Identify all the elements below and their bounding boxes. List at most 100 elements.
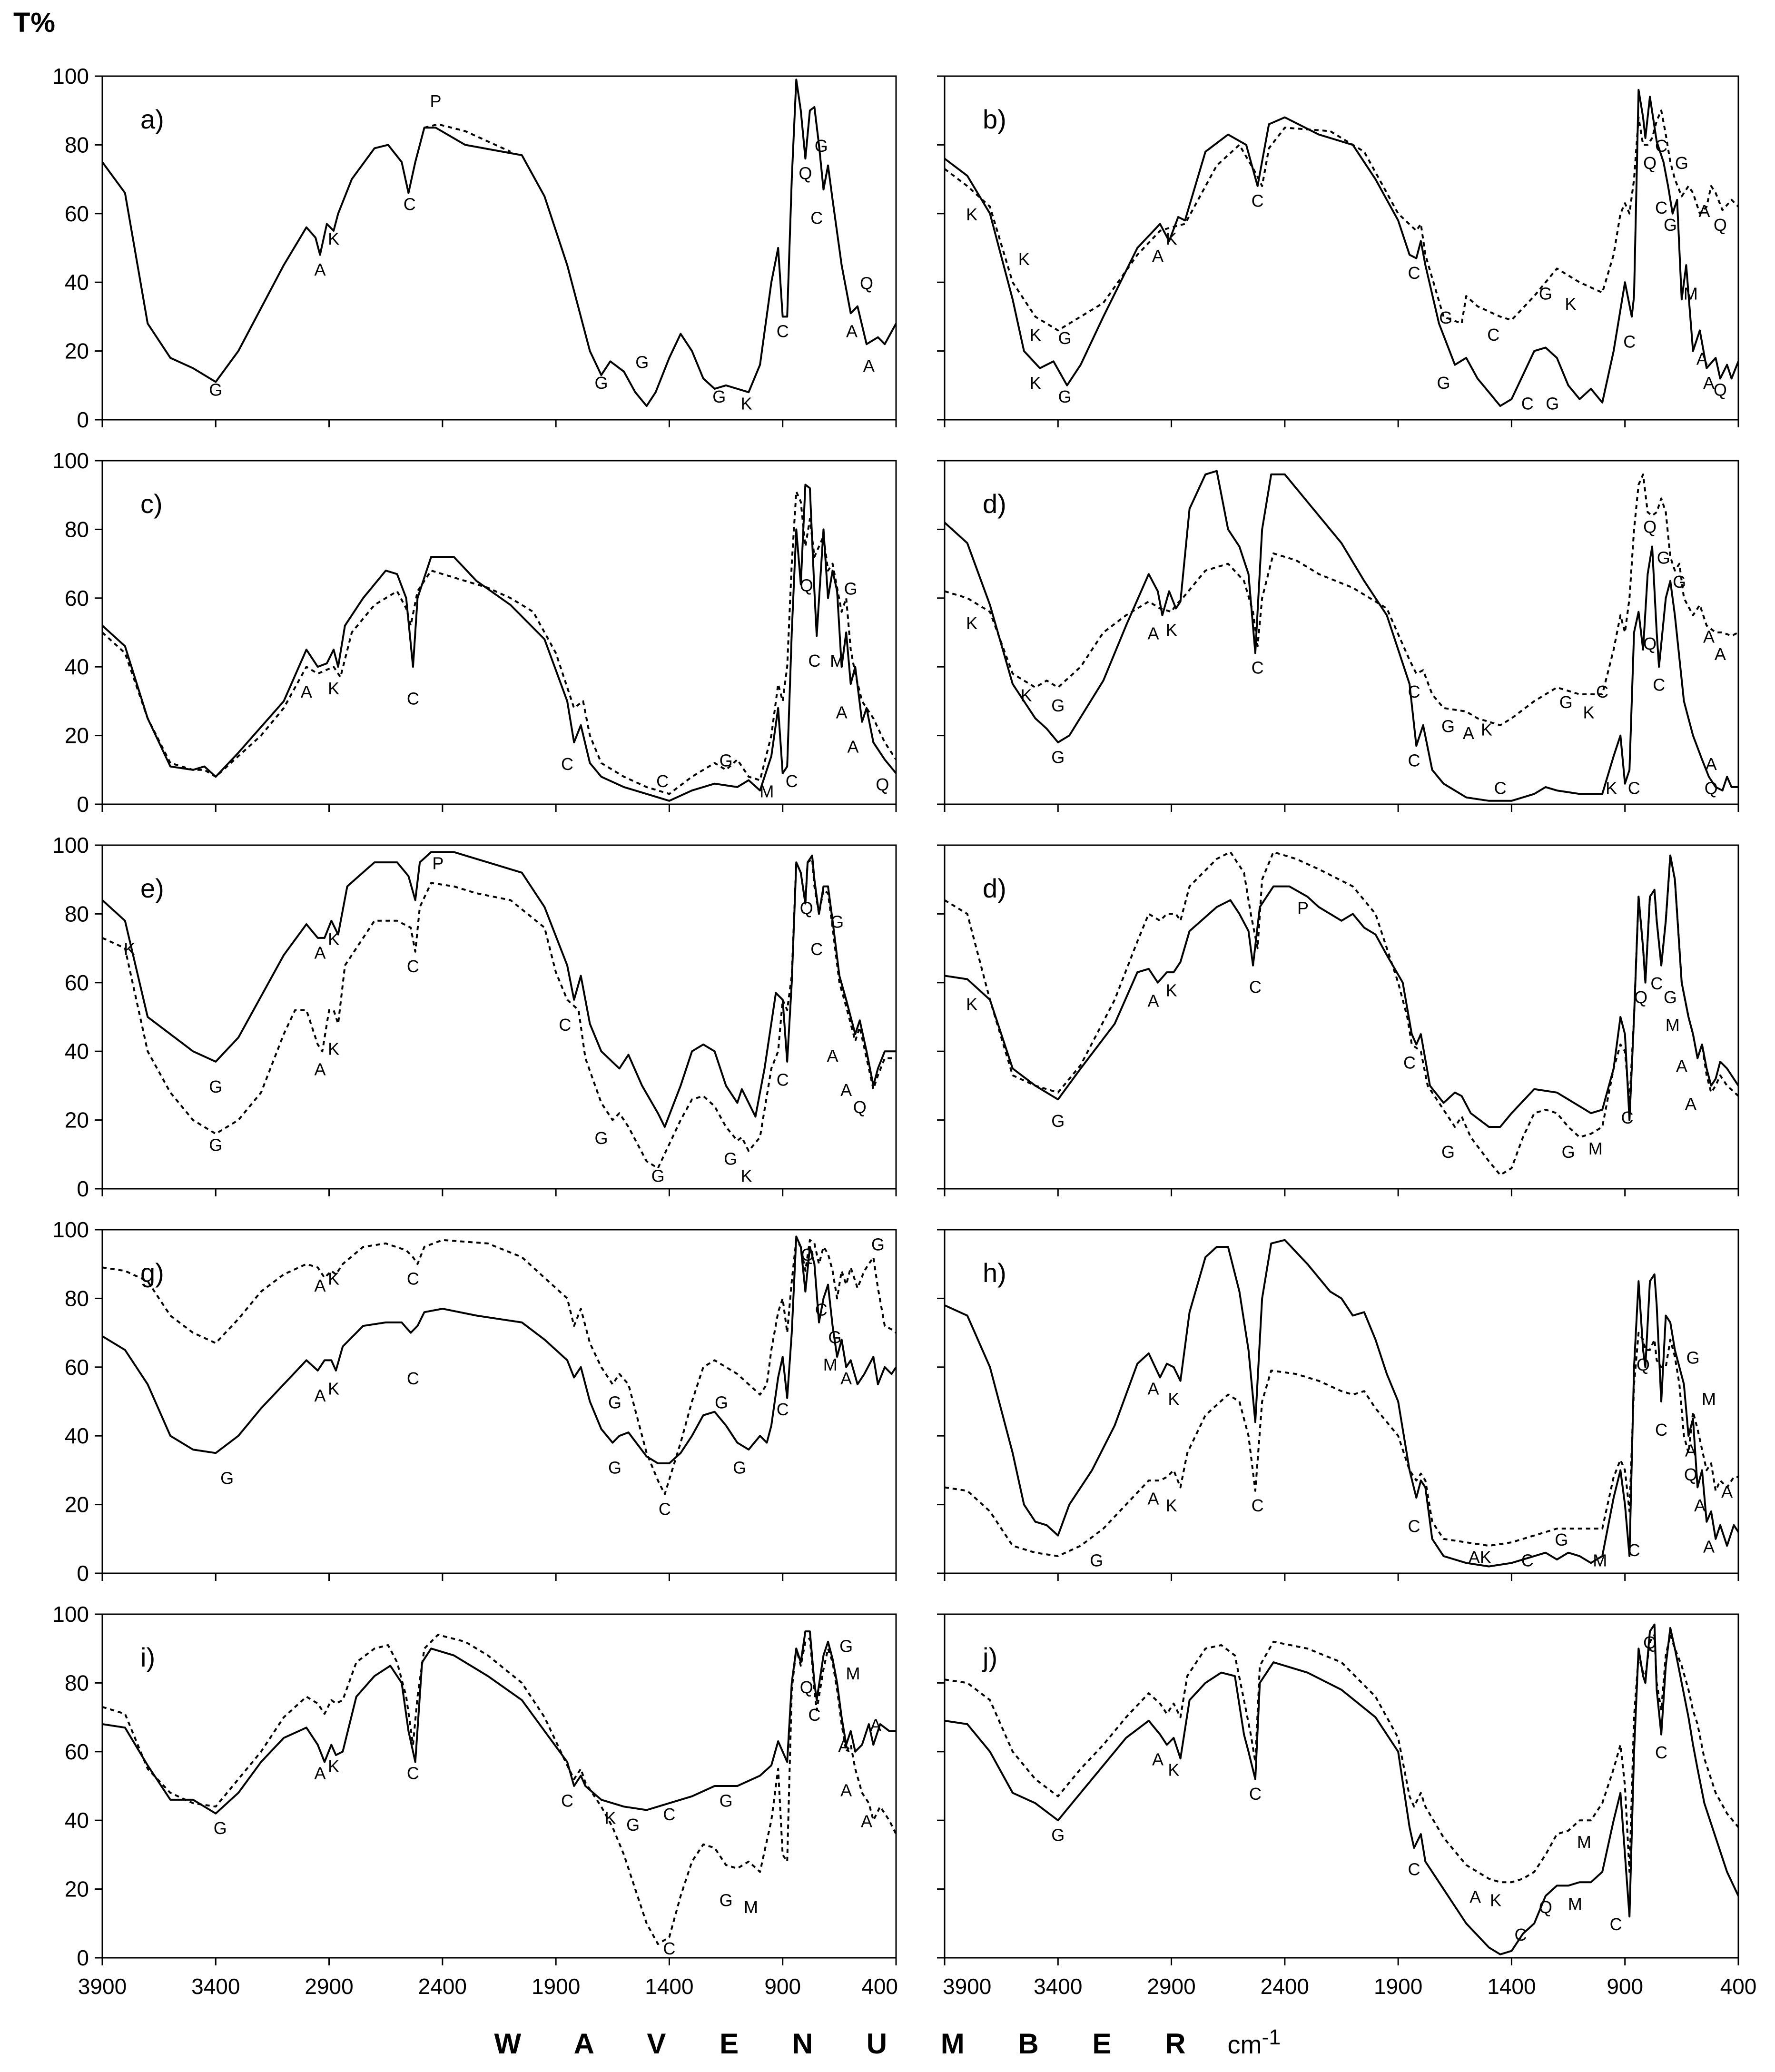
band-annotation: G: [220, 1468, 234, 1488]
band-annotation: C: [561, 1791, 573, 1810]
spectrum-panel: 0 20 40 60 80 100 3900 3400 2900 2400 1900 1400 900 4…: [52, 1602, 898, 1999]
band-annotation: G: [1051, 1111, 1065, 1131]
y-tick-label: 80: [65, 1670, 89, 1695]
panel-frame: [101, 1229, 897, 1574]
band-annotation: K: [1490, 1891, 1501, 1910]
y-tick-label: 0: [77, 1176, 89, 1201]
band-annotation: G: [635, 353, 649, 372]
x-tick-label: 900: [1607, 1974, 1643, 1999]
band-annotation: G: [828, 1327, 841, 1347]
spectrum-dashed: [945, 1332, 1738, 1557]
y-tick-label: 60: [65, 586, 89, 611]
y-axis-unit-label: T%: [13, 7, 56, 38]
band-annotation: C: [1628, 778, 1640, 798]
band-annotation: C: [1408, 682, 1420, 701]
panel-label: d): [983, 489, 1006, 519]
spectrum-dashed: [102, 1634, 896, 1945]
band-annotation: K: [1166, 620, 1177, 640]
panel-frame: [101, 1613, 897, 1959]
band-annotation: G: [1559, 692, 1573, 712]
band-annotation: C: [407, 689, 419, 709]
panel-frame: [101, 844, 897, 1190]
band-annotation: C: [1403, 1053, 1416, 1072]
band-annotation: Q: [1684, 1465, 1697, 1484]
band-annotation: G: [1686, 1348, 1700, 1368]
band-annotation: M: [1684, 284, 1698, 303]
x-tick-label: 2900: [1147, 1974, 1195, 1999]
band-annotation: G: [1058, 387, 1072, 406]
band-annotation: C: [1487, 325, 1499, 345]
panel-frame: [944, 1613, 1739, 1959]
band-annotation: G: [214, 1818, 227, 1838]
band-annotation: G: [1439, 308, 1452, 327]
band-annotation: C: [1514, 1925, 1527, 1944]
panel-label: a): [140, 104, 164, 134]
band-annotation: C: [1610, 1914, 1622, 1934]
y-tick-label: 60: [65, 201, 89, 226]
panel-frame: [101, 460, 897, 805]
band-annotation: C: [659, 1499, 671, 1519]
band-annotation: A: [1706, 754, 1717, 774]
y-tick-label: 40: [65, 1808, 89, 1833]
band-annotation: A: [1685, 1094, 1696, 1114]
band-annotation: C: [663, 1939, 675, 1958]
band-annotation: C: [559, 1015, 571, 1035]
y-tick-label: 80: [65, 901, 89, 926]
band-annotation: Q: [799, 164, 812, 183]
band-annotation: K: [605, 1808, 616, 1827]
band-annotation: K: [328, 929, 339, 948]
band-annotation: M: [759, 782, 774, 801]
band-annotation: K: [1481, 720, 1492, 740]
band-annotation: A: [1703, 373, 1715, 393]
y-tick-label: 80: [65, 1286, 89, 1311]
spectrum-dashed: [102, 491, 896, 795]
band-annotation: C: [1655, 1743, 1667, 1762]
y-tick-label: 0: [77, 792, 89, 817]
y-tick-label: 40: [65, 1039, 89, 1064]
y-tick-label: 20: [65, 339, 89, 364]
band-annotation: M: [823, 1355, 838, 1374]
y-tick-label: 60: [65, 1739, 89, 1764]
band-annotation: G: [594, 1128, 608, 1148]
panel-frame: [101, 75, 897, 421]
y-tick-label: 100: [52, 833, 89, 858]
band-annotation: C: [808, 651, 820, 671]
band-annotation: G: [1539, 284, 1552, 303]
band-annotation: C: [407, 1369, 419, 1388]
band-annotation: G: [1090, 1551, 1103, 1570]
y-tick-label: 0: [77, 1945, 89, 1970]
band-annotation: G: [1051, 696, 1065, 715]
band-annotation: A: [315, 943, 326, 962]
band-annotation: A: [315, 1060, 326, 1079]
band-annotation: Q: [801, 1245, 814, 1264]
panel-label: c): [140, 489, 163, 519]
band-annotation: C: [1408, 263, 1420, 283]
band-annotation: A: [840, 1369, 852, 1388]
band-annotation: A: [315, 260, 326, 279]
band-annotation: K: [328, 1756, 339, 1776]
band-annotation: C: [786, 771, 798, 791]
band-annotation: K: [1606, 778, 1617, 798]
band-annotation: A: [870, 1715, 881, 1735]
band-annotation: C: [407, 957, 419, 976]
band-annotation: A: [846, 322, 858, 341]
band-annotation: Q: [1634, 987, 1647, 1007]
band-annotation: AK: [1469, 1547, 1491, 1567]
band-annotation: A: [315, 1276, 326, 1295]
panel-label: b): [983, 104, 1006, 134]
band-annotation: C: [777, 1070, 789, 1089]
band-annotation: A: [1469, 1887, 1481, 1906]
band-annotation: K: [1583, 703, 1594, 722]
band-annotation: C: [1408, 751, 1420, 770]
band-annotation: K: [1166, 981, 1177, 1000]
band-annotation: G: [1555, 1530, 1568, 1549]
spectrum-dashed: [102, 858, 896, 1169]
band-annotation: K: [740, 394, 752, 413]
band-annotation: C: [1252, 191, 1264, 210]
band-annotation: A: [861, 1812, 872, 1831]
